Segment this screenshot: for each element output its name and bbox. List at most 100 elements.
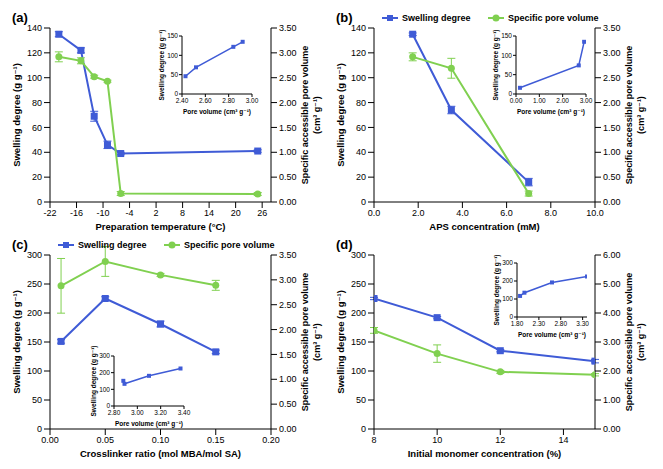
svg-text:200: 200: [351, 308, 366, 318]
svg-text:2: 2: [154, 208, 159, 218]
svg-text:0.00: 0.00: [510, 97, 523, 104]
svg-text:2.00: 2.00: [603, 98, 621, 108]
svg-text:0.00: 0.00: [603, 197, 621, 207]
svg-text:3.00: 3.00: [279, 275, 297, 285]
svg-text:200: 200: [27, 308, 42, 318]
svg-text:150: 150: [27, 337, 42, 347]
svg-text:2.50: 2.50: [279, 73, 297, 83]
svg-text:14: 14: [204, 208, 214, 218]
svg-text:3.00: 3.00: [580, 97, 593, 104]
svg-text:Specific accessible pore volum: Specific accessible pore volume: [624, 46, 634, 185]
svg-text:300: 300: [502, 259, 513, 266]
svg-text:0: 0: [361, 424, 366, 434]
svg-text:300: 300: [351, 250, 366, 260]
svg-text:3.40: 3.40: [178, 409, 191, 416]
svg-text:2.0: 2.0: [412, 208, 425, 218]
svg-text:20: 20: [32, 172, 42, 182]
svg-text:40: 40: [356, 147, 366, 157]
svg-text:100: 100: [351, 366, 366, 376]
svg-text:Swelling degree (g g⁻¹): Swelling degree (g g⁻¹): [158, 30, 166, 101]
svg-text:140: 140: [351, 23, 366, 33]
svg-text:250: 250: [351, 279, 366, 289]
svg-text:1.50: 1.50: [603, 123, 621, 133]
svg-text:0.00: 0.00: [41, 435, 59, 445]
svg-text:1.80: 1.80: [511, 320, 524, 327]
svg-text:50: 50: [356, 395, 366, 405]
svg-text:Swelling degree: Swelling degree: [402, 13, 471, 23]
svg-text:26: 26: [257, 208, 267, 218]
svg-text:2.00: 2.00: [603, 366, 621, 376]
svg-text:Specific pore volume: Specific pore volume: [508, 13, 599, 23]
svg-text:APS concentration (mM): APS concentration (mM): [429, 221, 539, 232]
svg-text:0.0: 0.0: [368, 208, 381, 218]
svg-text:(a): (a): [12, 10, 28, 25]
svg-text:50: 50: [32, 395, 42, 405]
svg-text:(cm³ g⁻¹): (cm³ g⁻¹): [636, 323, 646, 361]
svg-text:0: 0: [174, 90, 178, 97]
svg-text:0.50: 0.50: [279, 399, 297, 409]
svg-text:Specific pore volume: Specific pore volume: [184, 240, 275, 250]
svg-text:60: 60: [356, 123, 366, 133]
svg-text:100: 100: [502, 295, 513, 302]
svg-text:300: 300: [27, 250, 42, 260]
svg-text:40: 40: [32, 147, 42, 157]
svg-text:150: 150: [501, 32, 512, 39]
svg-text:3.00: 3.00: [603, 48, 621, 58]
svg-text:80: 80: [32, 98, 42, 108]
svg-text:3.00: 3.00: [603, 337, 621, 347]
svg-text:Specific accessible pore volum: Specific accessible pore volume: [300, 273, 310, 412]
svg-text:8: 8: [371, 435, 376, 445]
svg-text:3.00: 3.00: [131, 409, 144, 416]
svg-text:5.00: 5.00: [603, 279, 621, 289]
svg-text:120: 120: [351, 48, 366, 58]
svg-text:0.50: 0.50: [279, 172, 297, 182]
svg-text:50: 50: [171, 71, 179, 78]
svg-text:Swelling degree: Swelling degree: [78, 240, 147, 250]
svg-text:4.00: 4.00: [603, 308, 621, 318]
svg-text:2.50: 2.50: [279, 300, 297, 310]
svg-text:50: 50: [505, 71, 513, 78]
svg-text:Preparation temperature (°C): Preparation temperature (°C): [96, 221, 226, 232]
svg-text:1.00: 1.00: [603, 395, 621, 405]
svg-text:0.00: 0.00: [279, 424, 297, 434]
svg-text:2.00: 2.00: [279, 98, 297, 108]
svg-text:0: 0: [508, 90, 512, 97]
svg-text:8.0: 8.0: [545, 208, 558, 218]
svg-text:0.00: 0.00: [279, 197, 297, 207]
svg-text:250: 250: [27, 279, 42, 289]
svg-text:140: 140: [27, 23, 42, 33]
svg-text:(cm³ g⁻¹): (cm³ g⁻¹): [312, 323, 322, 361]
svg-text:20: 20: [356, 172, 366, 182]
svg-text:Pore volume (cm³ g⁻¹): Pore volume (cm³ g⁻¹): [115, 420, 183, 428]
svg-text:Swelling degree (g g⁻¹): Swelling degree (g g⁻¹): [11, 290, 22, 394]
svg-text:Swelling degree (g g⁻¹): Swelling degree (g g⁻¹): [90, 346, 98, 417]
svg-text:2.80: 2.80: [554, 320, 567, 327]
svg-text:1.00: 1.00: [279, 147, 297, 157]
svg-text:1.00: 1.00: [533, 97, 546, 104]
svg-text:14: 14: [558, 435, 568, 445]
svg-text:200: 200: [502, 277, 513, 284]
svg-text:-10: -10: [97, 208, 110, 218]
svg-text:Pore volume (cm³ g⁻¹): Pore volume (cm³ g⁻¹): [517, 108, 585, 116]
svg-text:Pore volume (cm³ g⁻¹): Pore volume (cm³ g⁻¹): [518, 331, 586, 339]
svg-text:100: 100: [501, 52, 512, 59]
svg-text:Swelling degree (g g⁻¹): Swelling degree (g g⁻¹): [335, 290, 346, 394]
svg-text:0.50: 0.50: [603, 172, 621, 182]
svg-text:2.50: 2.50: [603, 73, 621, 83]
svg-text:0.00: 0.00: [603, 424, 621, 434]
svg-text:Swelling degree (g g⁻¹): Swelling degree (g g⁻¹): [493, 255, 501, 326]
svg-text:Crosslinker ratio (mol MBA/mol: Crosslinker ratio (mol MBA/mol SA): [80, 448, 241, 459]
svg-text:0.10: 0.10: [152, 435, 170, 445]
svg-text:3.50: 3.50: [603, 23, 621, 33]
svg-text:Swelling degree (g g⁻¹): Swelling degree (g g⁻¹): [11, 63, 22, 167]
svg-text:120: 120: [27, 48, 42, 58]
svg-text:100: 100: [351, 73, 366, 83]
svg-text:2.80: 2.80: [108, 409, 121, 416]
svg-text:-22: -22: [43, 208, 56, 218]
svg-text:2.60: 2.60: [199, 97, 212, 104]
svg-text:10: 10: [432, 435, 442, 445]
svg-text:100: 100: [27, 73, 42, 83]
svg-text:(cm³ g⁻¹): (cm³ g⁻¹): [312, 96, 322, 134]
svg-text:-16: -16: [70, 208, 83, 218]
svg-text:0: 0: [106, 402, 110, 409]
